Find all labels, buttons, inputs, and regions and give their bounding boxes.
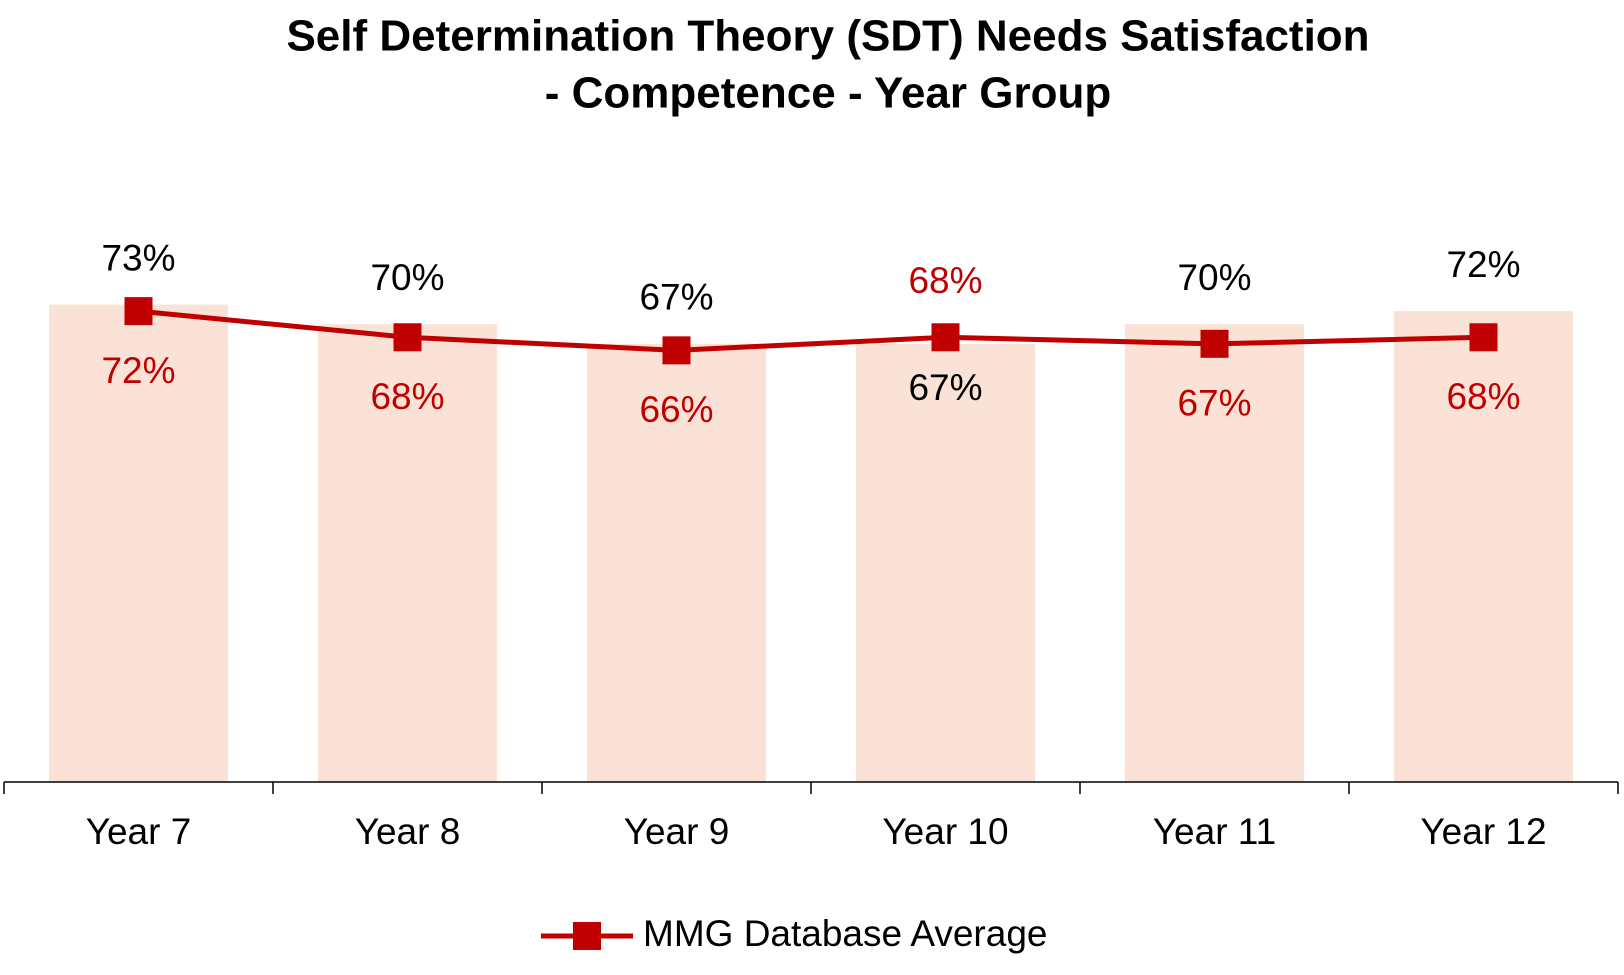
data-label: 67% <box>908 367 982 408</box>
marker <box>931 323 960 352</box>
data-label: 73% <box>101 237 175 278</box>
x-tick-label: Year 9 <box>624 811 730 852</box>
bar <box>1393 311 1574 782</box>
legend-label: MMG Database Average <box>643 913 1047 954</box>
bar <box>586 343 767 782</box>
marker <box>1469 323 1498 352</box>
legend-marker <box>573 922 601 950</box>
bar <box>48 304 229 782</box>
data-label: 68% <box>1446 376 1520 417</box>
marker <box>1200 329 1229 358</box>
data-label: 66% <box>639 389 713 430</box>
data-label: 67% <box>1177 383 1251 424</box>
marker <box>662 336 691 365</box>
x-tick-label: Year 12 <box>1420 811 1546 852</box>
data-label: 68% <box>908 260 982 301</box>
data-label: 72% <box>101 350 175 391</box>
chart-title: - Competence - Year Group <box>545 69 1111 118</box>
x-tick-label: Year 7 <box>86 811 192 852</box>
data-label: 67% <box>639 277 713 318</box>
line <box>138 308 1484 353</box>
x-tick-label: Year 8 <box>355 811 461 852</box>
x-tick-label: Year 10 <box>882 811 1008 852</box>
data-label: 70% <box>370 257 444 298</box>
marker <box>124 297 153 326</box>
x-tick-label: Year 11 <box>1153 811 1276 852</box>
bar <box>317 324 498 782</box>
data-label: 68% <box>370 376 444 417</box>
data-label: 72% <box>1446 244 1520 285</box>
bar <box>855 343 1036 782</box>
chart-title: Self Determination Theory (SDT) Needs Sa… <box>286 12 1369 61</box>
data-label: 70% <box>1177 257 1251 298</box>
bar <box>1124 324 1305 782</box>
marker <box>393 323 422 352</box>
